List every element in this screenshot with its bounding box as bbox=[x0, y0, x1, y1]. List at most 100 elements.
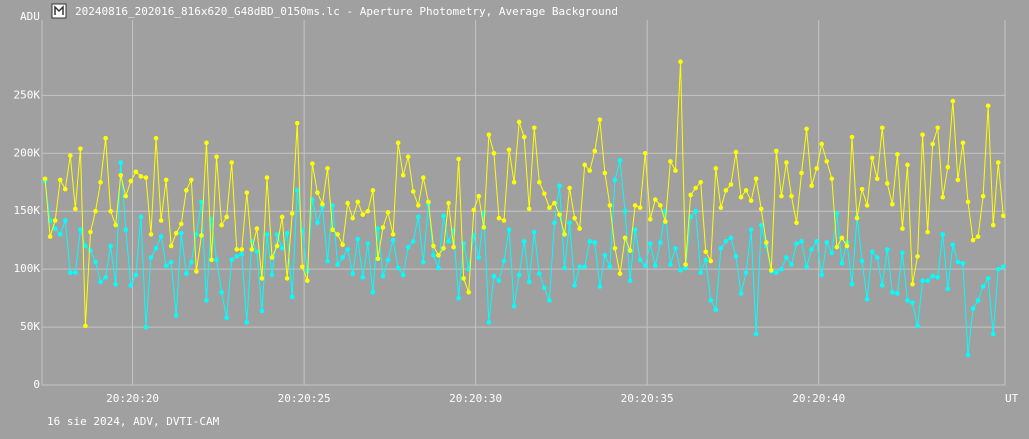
data-point bbox=[219, 290, 224, 295]
x-tick-label: 20:20:25 bbox=[278, 392, 331, 405]
data-point bbox=[804, 126, 809, 132]
data-point bbox=[920, 278, 925, 284]
data-point bbox=[547, 298, 552, 303]
data-point bbox=[370, 188, 376, 193]
app-icon-glyph bbox=[54, 5, 64, 15]
data-point bbox=[511, 303, 517, 309]
data-point bbox=[305, 278, 310, 284]
data-point bbox=[199, 199, 204, 205]
data-point bbox=[910, 300, 915, 306]
data-point bbox=[400, 172, 406, 178]
data-point bbox=[910, 281, 915, 287]
data-point bbox=[511, 179, 517, 185]
data-point bbox=[668, 262, 673, 267]
data-point bbox=[985, 276, 991, 281]
data-point bbox=[955, 259, 961, 265]
data-point bbox=[703, 249, 709, 255]
data-point bbox=[789, 262, 794, 267]
data-point bbox=[375, 256, 381, 261]
data-point bbox=[491, 273, 497, 279]
data-point bbox=[678, 59, 683, 65]
data-point bbox=[390, 232, 396, 237]
data-point bbox=[784, 160, 789, 165]
data-point bbox=[945, 164, 951, 170]
data-point bbox=[915, 254, 920, 259]
data-point bbox=[990, 222, 996, 228]
data-point bbox=[62, 218, 68, 223]
data-point bbox=[178, 230, 184, 236]
data-point bbox=[234, 254, 240, 259]
series-line bbox=[44, 61, 1004, 326]
data-point bbox=[884, 247, 890, 252]
data-point bbox=[390, 237, 396, 243]
data-point bbox=[980, 284, 986, 289]
data-point bbox=[895, 152, 900, 157]
data-point bbox=[748, 198, 754, 204]
data-point bbox=[224, 315, 229, 321]
data-point bbox=[617, 271, 623, 277]
data-point bbox=[138, 174, 144, 179]
data-point bbox=[774, 148, 779, 154]
data-point bbox=[521, 239, 527, 244]
data-point bbox=[289, 294, 295, 300]
data-point bbox=[869, 249, 875, 255]
data-point bbox=[279, 245, 285, 251]
data-point bbox=[78, 146, 83, 151]
data-point bbox=[83, 323, 88, 329]
data-point bbox=[93, 208, 98, 214]
data-point bbox=[294, 120, 300, 126]
data-point bbox=[728, 235, 734, 241]
data-point bbox=[431, 243, 436, 249]
data-point bbox=[183, 188, 189, 193]
data-point bbox=[955, 177, 961, 183]
data-point bbox=[506, 227, 512, 233]
data-point bbox=[577, 226, 582, 231]
data-point bbox=[804, 264, 809, 270]
data-point bbox=[758, 206, 764, 212]
series-line bbox=[44, 160, 1004, 355]
data-point bbox=[900, 226, 905, 231]
data-point bbox=[68, 270, 73, 275]
data-point bbox=[476, 193, 482, 199]
data-point bbox=[653, 197, 658, 202]
data-point bbox=[496, 278, 502, 284]
data-point bbox=[627, 278, 633, 284]
data-point bbox=[794, 220, 799, 226]
data-point bbox=[642, 150, 648, 156]
data-point bbox=[683, 262, 688, 267]
data-point bbox=[516, 119, 522, 125]
data-point bbox=[62, 186, 68, 192]
data-point bbox=[264, 232, 270, 237]
data-point bbox=[965, 352, 971, 358]
y-tick-label: 100K bbox=[14, 262, 41, 275]
data-point bbox=[819, 272, 825, 278]
data-point bbox=[183, 271, 189, 277]
data-point bbox=[794, 241, 799, 246]
data-point bbox=[421, 175, 426, 180]
data-point bbox=[274, 232, 280, 237]
data-point bbox=[718, 205, 724, 211]
data-point bbox=[47, 234, 53, 239]
data-point bbox=[753, 331, 759, 337]
data-point bbox=[879, 125, 885, 131]
data-point bbox=[930, 273, 935, 279]
data-point bbox=[355, 199, 361, 205]
data-point bbox=[325, 166, 330, 171]
data-point bbox=[1000, 213, 1006, 219]
data-point bbox=[673, 168, 678, 173]
data-point bbox=[446, 239, 451, 244]
data-point bbox=[340, 242, 345, 248]
data-point bbox=[703, 257, 709, 263]
data-point bbox=[663, 219, 668, 224]
data-point bbox=[950, 242, 956, 248]
data-point bbox=[799, 170, 804, 176]
data-point bbox=[108, 243, 113, 249]
data-point bbox=[728, 182, 734, 187]
data-point bbox=[214, 257, 219, 263]
data-point bbox=[249, 247, 255, 252]
data-point bbox=[839, 235, 845, 241]
data-point bbox=[844, 243, 850, 249]
data-point bbox=[708, 298, 714, 303]
data-point bbox=[335, 262, 340, 267]
data-point bbox=[622, 208, 628, 214]
